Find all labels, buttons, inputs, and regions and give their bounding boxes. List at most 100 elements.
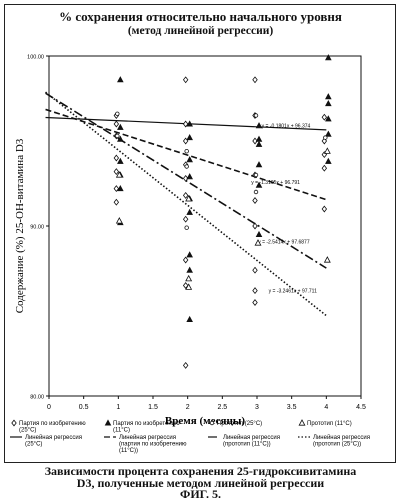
data-point [184, 148, 189, 154]
x-tick-label: 0 [47, 404, 51, 411]
regression-line [45, 91, 327, 317]
data-point [252, 287, 258, 295]
regression-equation-label: y = -3.2461x + 97.711 [269, 289, 317, 295]
data-point [182, 361, 189, 369]
data-point [117, 76, 124, 83]
data-point [325, 99, 332, 107]
data-point [252, 222, 258, 230]
legend-entry: Партия по изобретению (25°C) [19, 421, 86, 434]
data-point [113, 168, 120, 176]
data-point [325, 130, 332, 137]
data-point [255, 135, 263, 142]
figure-label: ФИГ. 5. [180, 487, 221, 501]
x-tick-label: 2 [186, 404, 190, 411]
data-point [115, 133, 120, 139]
figure-caption-line2: D3, полученные методом линейной регресси… [76, 476, 325, 490]
legend-marker [104, 419, 112, 426]
legend-marker [298, 419, 306, 426]
legend-entry-line: Партия по изобретению [113, 421, 180, 427]
data-point [185, 274, 193, 282]
data-point [255, 230, 263, 237]
data-point [113, 198, 120, 206]
data-point [117, 123, 124, 130]
data-point [186, 156, 193, 163]
data-point [323, 135, 328, 140]
data-point [182, 76, 189, 84]
legend-entry-line: Линейная регрессия [119, 434, 176, 441]
legend-entry-line: Линейная регрессия [223, 434, 280, 441]
data-point [321, 164, 328, 172]
data-point [325, 115, 332, 122]
data-point [255, 140, 263, 147]
data-point [325, 54, 332, 61]
legend-entry-line: Линейная регрессия [313, 434, 370, 441]
legend-entry-line: Линейная регрессия [25, 434, 82, 441]
data-point [252, 76, 258, 84]
legend-entry: Партия по изобретению (11°C) [113, 421, 180, 434]
x-tick-label: 2.5 [217, 404, 227, 411]
data-point [186, 266, 193, 273]
data-point [115, 111, 120, 116]
data-point [184, 225, 189, 230]
chart-title: % сохранения относительно начального уро… [59, 9, 342, 24]
x-tick-label: 4.5 [356, 404, 366, 411]
plot-area [48, 55, 362, 397]
regression-equation-label: y = -2.5414x + 97.6877 [258, 239, 310, 245]
y-tick-label: 80.00 [30, 395, 44, 401]
x-tick-label: 3 [255, 404, 259, 411]
data-point [113, 185, 120, 193]
legend-entry-line: (25°C) [25, 442, 42, 448]
regression-equation-label: y = -0.1801x + 96.374 [262, 123, 311, 129]
data-point [323, 147, 331, 154]
data-point [117, 135, 124, 142]
legend-entry-line: (11°C) [113, 428, 130, 434]
data-point [255, 181, 263, 188]
data-point [252, 137, 258, 145]
chart-frame [4, 4, 396, 463]
data-point [321, 113, 328, 121]
x-tick-label: 1.5 [148, 404, 158, 411]
legend-entry: Линейная регрессия (25°C) [25, 434, 82, 448]
legend-marker [11, 419, 17, 427]
legend-entry-line: (партия по изобретению [119, 442, 187, 448]
data-point [186, 173, 193, 180]
data-point [186, 315, 193, 322]
y-tick-label: 100.00 [27, 55, 44, 61]
data-point [182, 282, 189, 289]
data-point [321, 205, 328, 213]
data-point [117, 184, 124, 192]
data-point [325, 93, 332, 100]
data-point [252, 266, 258, 274]
data-point [115, 217, 123, 224]
x-tick-label: 3.5 [287, 404, 297, 411]
data-point [252, 299, 258, 306]
data-point [182, 191, 189, 199]
data-point [252, 197, 258, 204]
data-point [325, 157, 332, 164]
legend-marker [209, 420, 215, 426]
legend-entry: Линейная регрессия (прототип (11°C)) [223, 434, 280, 448]
legend-entry-line: (прототип (11°C)) [223, 442, 271, 448]
regression-line [45, 108, 327, 201]
data-point [186, 120, 193, 127]
data-point [185, 194, 193, 202]
x-tick-label: 1 [116, 404, 120, 411]
y-tick-label: 90.00 [30, 225, 44, 231]
legend-entry: Линейная регрессия (прототип (25°C)) [313, 434, 370, 448]
data-point [182, 120, 189, 128]
legend-entry-line: Партия по изобретению [19, 421, 86, 427]
data-point [186, 251, 193, 258]
legend-entry-line: (прототип (25°C)) [313, 442, 361, 448]
x-axis-label: Время (месяцы) [165, 415, 245, 427]
legend-entry-line: Прототип (25°C) [217, 421, 262, 427]
data-point [182, 256, 189, 264]
legend-entry: Прототип (11°C) [307, 421, 352, 427]
data-point [186, 208, 193, 215]
legend-entry-line: Прототип (11°C) [307, 421, 352, 427]
data-point [255, 161, 263, 168]
x-tick-label: 4 [324, 404, 328, 411]
data-point [113, 120, 120, 128]
x-tick-label: 0.5 [79, 404, 89, 411]
